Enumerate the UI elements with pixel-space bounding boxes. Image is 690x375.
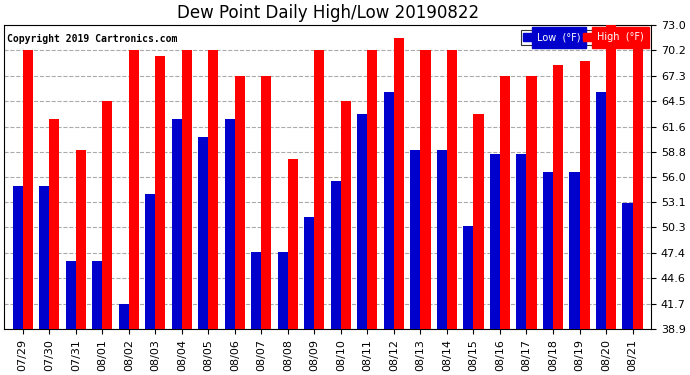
Bar bbox=[39, 186, 49, 329]
Bar bbox=[367, 50, 377, 329]
Bar bbox=[490, 154, 500, 329]
Title: Dew Point Daily High/Low 20190822: Dew Point Daily High/Low 20190822 bbox=[177, 4, 479, 22]
Bar bbox=[304, 217, 315, 329]
Bar bbox=[580, 61, 589, 329]
Bar bbox=[12, 186, 23, 329]
Bar bbox=[596, 92, 606, 329]
Bar bbox=[331, 181, 341, 329]
Bar bbox=[145, 194, 155, 329]
Bar bbox=[23, 50, 33, 329]
Bar bbox=[251, 252, 262, 329]
Bar bbox=[447, 50, 457, 329]
Bar bbox=[198, 136, 208, 329]
Bar bbox=[622, 203, 633, 329]
Bar bbox=[357, 114, 367, 329]
Bar bbox=[119, 304, 129, 329]
Bar bbox=[278, 252, 288, 329]
Bar bbox=[92, 261, 102, 329]
Bar bbox=[288, 159, 298, 329]
Bar bbox=[633, 30, 642, 329]
Bar bbox=[102, 101, 112, 329]
Bar bbox=[569, 172, 580, 329]
Bar bbox=[543, 172, 553, 329]
Bar bbox=[473, 114, 484, 329]
Bar bbox=[553, 65, 563, 329]
Bar bbox=[606, 25, 616, 329]
Bar bbox=[464, 226, 473, 329]
Bar bbox=[66, 261, 76, 329]
Bar bbox=[262, 76, 271, 329]
Bar bbox=[225, 118, 235, 329]
Bar bbox=[315, 50, 324, 329]
Bar bbox=[384, 92, 394, 329]
Bar bbox=[500, 76, 510, 329]
Bar bbox=[526, 76, 537, 329]
Bar bbox=[49, 118, 59, 329]
Text: Copyright 2019 Cartronics.com: Copyright 2019 Cartronics.com bbox=[8, 34, 178, 44]
Legend: Low  (°F), High  (°F): Low (°F), High (°F) bbox=[521, 30, 647, 45]
Bar bbox=[181, 50, 192, 329]
Bar bbox=[172, 118, 181, 329]
Bar bbox=[516, 154, 526, 329]
Bar bbox=[420, 50, 431, 329]
Bar bbox=[394, 39, 404, 329]
Bar bbox=[129, 50, 139, 329]
Bar bbox=[208, 50, 219, 329]
Bar bbox=[235, 76, 245, 329]
Bar bbox=[411, 150, 420, 329]
Bar bbox=[76, 150, 86, 329]
Bar bbox=[155, 56, 166, 329]
Bar bbox=[341, 101, 351, 329]
Bar bbox=[437, 150, 447, 329]
